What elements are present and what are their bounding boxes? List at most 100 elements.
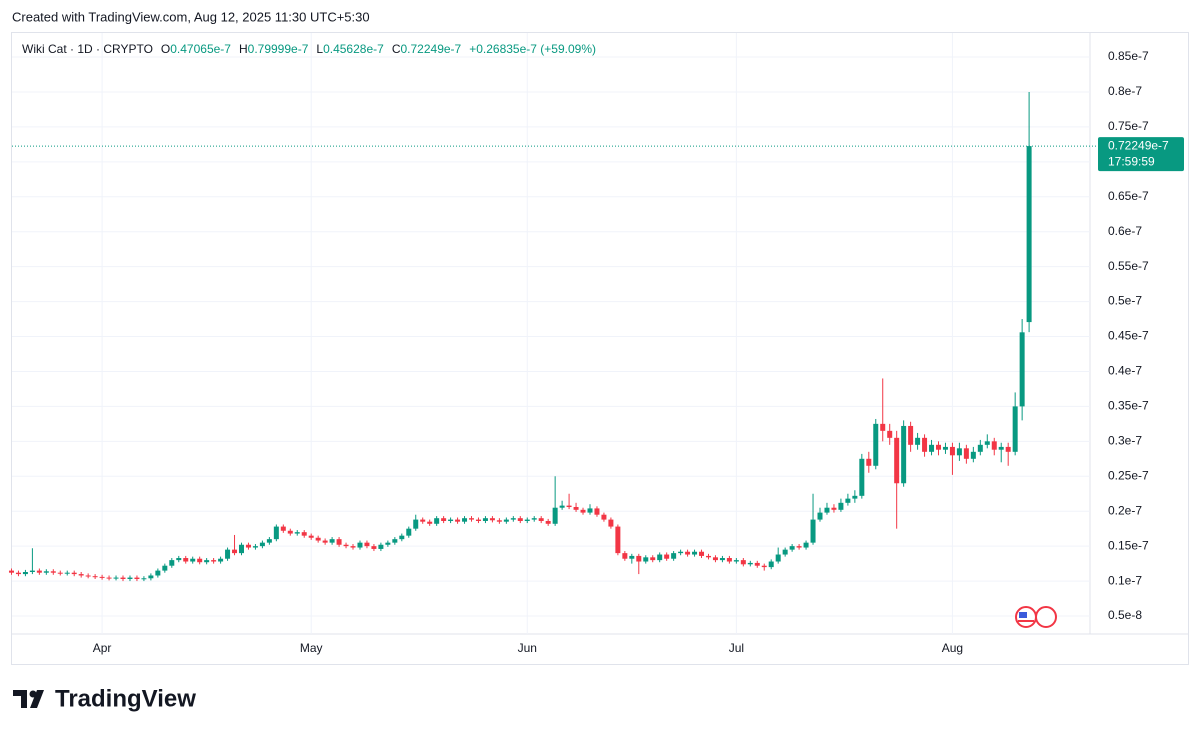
candle-body <box>956 448 962 456</box>
candle-body <box>36 570 42 573</box>
candle-body <box>615 526 621 554</box>
candle-body <box>573 507 579 510</box>
y-tick-label: 0.45e-7 <box>1108 329 1149 343</box>
x-tick-label: Apr <box>93 641 112 655</box>
candle-body <box>280 526 286 531</box>
candle-body <box>475 519 481 521</box>
candle-body <box>991 441 997 450</box>
y-tick-label: 0.85e-7 <box>1108 49 1149 63</box>
candle-body <box>469 518 475 520</box>
grid <box>12 33 1090 634</box>
candle-body <box>29 570 35 572</box>
candle-body <box>482 518 488 521</box>
candle-body <box>636 555 642 562</box>
price-label-box <box>1098 137 1184 172</box>
candle-body <box>343 544 349 547</box>
candle-body <box>385 542 391 545</box>
legend-value: 0.47065e-7 <box>170 42 231 56</box>
watermark-flags <box>1015 606 1057 628</box>
candle-body <box>754 562 760 566</box>
chart-frame <box>11 32 1189 665</box>
candle-body <box>984 441 990 445</box>
candle-body <box>678 551 684 554</box>
candle-body <box>238 544 244 554</box>
y-tick-label: 0.35e-7 <box>1108 399 1149 413</box>
candle-body <box>719 558 725 561</box>
candle-body <box>671 553 677 559</box>
candle-body <box>949 446 955 456</box>
candle-body <box>406 528 412 536</box>
candle-body <box>566 505 572 508</box>
candle-body <box>929 444 935 452</box>
candle-body <box>740 560 746 565</box>
candle-body <box>322 540 328 543</box>
candle-body <box>294 532 300 534</box>
candle-body <box>935 444 941 450</box>
created-note: Created with TradingView.com, Aug 12, 20… <box>12 9 370 24</box>
candle-body <box>134 577 140 579</box>
candle-body <box>232 549 238 554</box>
candle-body <box>838 502 844 510</box>
candle-body <box>733 560 739 562</box>
candle-body <box>489 518 495 521</box>
candle-body <box>162 565 168 571</box>
candle-body <box>273 526 279 540</box>
y-tick-label: 0.2e-7 <box>1108 503 1142 517</box>
logo: TradingView <box>13 685 196 712</box>
candle-body <box>510 518 516 520</box>
candle-body <box>712 557 718 561</box>
candle-body <box>699 551 705 556</box>
candle-body <box>113 577 119 579</box>
logo-text: TradingView <box>55 685 196 712</box>
candle-body <box>538 518 544 521</box>
candle-body <box>287 530 293 534</box>
candle-body <box>252 546 258 548</box>
candle-body <box>901 425 907 484</box>
candle-body <box>455 519 461 522</box>
candle-body <box>259 542 265 547</box>
candle-body <box>378 544 384 549</box>
candle-body <box>183 558 189 562</box>
candle-body <box>782 549 788 555</box>
candle-body <box>552 507 558 524</box>
candle-body <box>796 546 802 548</box>
candle-body <box>155 570 161 576</box>
legend-value: 0.45628e-7 <box>323 42 384 56</box>
candle-body <box>106 577 112 579</box>
candle-body <box>371 546 377 549</box>
y-tick-label: 0.6e-7 <box>1108 224 1142 238</box>
candle-body <box>399 535 405 540</box>
candle-body <box>50 571 56 573</box>
candle-body <box>329 539 335 543</box>
candle-body <box>448 519 454 521</box>
candle-body <box>915 437 921 445</box>
candle-body <box>622 553 628 559</box>
candle-body <box>8 570 14 573</box>
candle-body <box>524 519 530 521</box>
legend-symbol: Wiki Cat · 1D · CRYPTO <box>22 42 153 56</box>
legend-value: 0.72249e-7 <box>400 42 461 56</box>
legend-value: 0.79999e-7 <box>248 42 309 56</box>
candle-body <box>427 521 433 524</box>
candle-body <box>852 495 858 499</box>
candle-body <box>977 444 983 452</box>
candle-body <box>197 558 203 563</box>
candle-body <box>15 572 21 575</box>
candle-body <box>218 558 224 562</box>
candle-body <box>190 558 196 562</box>
candle-body <box>747 562 753 565</box>
candle-body <box>873 423 879 466</box>
candle-body <box>894 437 900 484</box>
candle-body <box>336 539 342 545</box>
candle-body <box>601 514 607 520</box>
candle-body <box>413 519 419 529</box>
candle-body <box>629 555 635 559</box>
price-label: 0.72249e-7 17:59:59 <box>1098 137 1184 172</box>
candle-body <box>22 571 28 575</box>
candle-body <box>420 519 426 522</box>
candle-body <box>845 498 851 503</box>
candle-body <box>963 448 969 459</box>
candle-body <box>266 539 272 543</box>
candle-body <box>211 560 217 562</box>
candle-body <box>441 518 447 521</box>
